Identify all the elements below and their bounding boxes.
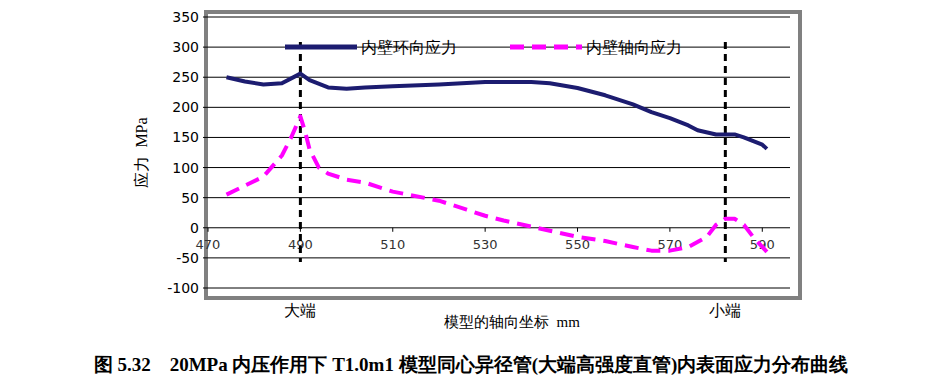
chart-title: 图 5.32 20MPa 内压作用下 T1.0m1 模型同心异径管(大端高强度直…	[94, 354, 849, 376]
y-tick	[203, 257, 208, 258]
x-tick	[669, 228, 670, 232]
y-tick	[203, 227, 208, 228]
legend-swatch	[510, 45, 582, 50]
y-tick-label: 0	[190, 220, 199, 236]
y-tick-label: 50	[181, 190, 199, 206]
y-tick	[203, 137, 208, 138]
y-tick-label: 200	[172, 99, 199, 115]
y-tick	[203, 197, 208, 198]
grid-line	[208, 257, 790, 258]
series-line	[226, 116, 766, 252]
grid-line	[208, 288, 790, 289]
annotation-lines	[300, 42, 725, 262]
grid-line	[208, 167, 790, 168]
x-tick-label: 530	[473, 237, 498, 252]
grid-line	[208, 197, 790, 198]
grid-line	[208, 107, 790, 108]
plot-frame	[206, 12, 800, 298]
y-tick	[203, 288, 208, 289]
y-tick	[203, 17, 208, 18]
x-axis-title: 模型的轴向坐标 mm	[444, 314, 580, 330]
background	[0, 0, 943, 388]
y-tick	[203, 167, 208, 168]
x-tick	[485, 228, 486, 232]
y-tick	[203, 77, 208, 78]
grid-line	[208, 47, 790, 48]
y-tick-label: 350	[172, 9, 199, 25]
y-tick	[203, 47, 208, 48]
x-tick	[577, 228, 578, 232]
chart: -100-50050100150200250300350470490510530…	[0, 0, 943, 388]
x-tick-label: 510	[380, 237, 405, 252]
x-tick-label: 470	[196, 237, 221, 252]
y-tick-label: 100	[172, 160, 199, 176]
annotation-label: 小端	[709, 302, 741, 319]
grid-line	[208, 17, 790, 18]
y-tick-label: -50	[176, 250, 199, 266]
legend-label: 内壁环向应力	[361, 39, 457, 56]
y-tick-label: 250	[172, 69, 199, 85]
y-tick-label: -100	[167, 280, 199, 296]
y-tick	[203, 107, 208, 108]
grid-line	[208, 227, 790, 228]
grid-line	[208, 137, 790, 138]
x-tick	[762, 228, 763, 232]
x-tick	[208, 228, 209, 232]
series-group	[226, 74, 766, 252]
y-axis-title: 应力 MPa	[133, 117, 150, 187]
y-tick-label: 300	[172, 39, 199, 55]
annotation-label: 大端	[284, 302, 316, 319]
x-tick	[392, 228, 393, 232]
annotation-line	[724, 42, 727, 262]
y-tick-label: 150	[172, 129, 199, 145]
legend-swatch	[285, 45, 357, 50]
legend-label: 内壁轴向应力	[586, 39, 682, 56]
